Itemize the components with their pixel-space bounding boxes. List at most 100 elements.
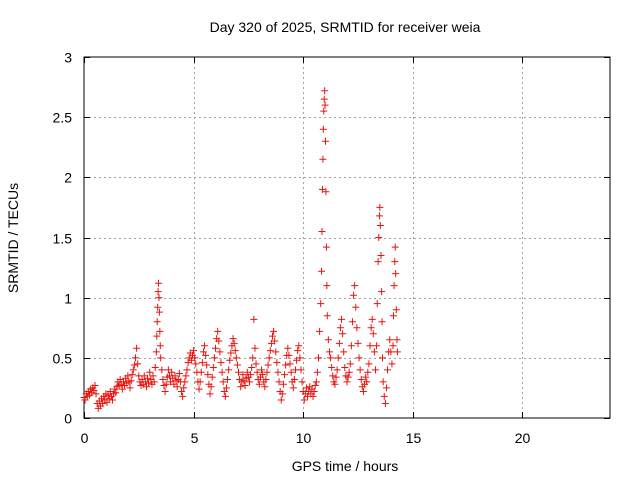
data-point — [375, 234, 383, 241]
data-point — [391, 243, 399, 251]
data-point — [214, 327, 222, 335]
data-point — [258, 366, 266, 374]
plot-frame — [83, 56, 611, 419]
data-point — [155, 279, 163, 287]
data-point — [313, 368, 321, 376]
data-point — [324, 336, 332, 344]
data-point — [142, 383, 150, 391]
data-point — [390, 282, 398, 290]
data-point — [381, 400, 389, 408]
data-point — [134, 360, 142, 368]
data-point — [133, 344, 141, 352]
data-point — [202, 351, 210, 359]
data-point — [362, 373, 370, 381]
y-tick-label: 2.5 — [53, 110, 73, 126]
data-point — [247, 371, 255, 379]
data-point — [300, 396, 308, 404]
data-point — [201, 342, 209, 350]
data-point — [196, 378, 204, 386]
chart-title: Day 320 of 2025, SRMTID for receiver wei… — [210, 19, 481, 35]
data-point — [151, 363, 159, 371]
data-point — [341, 363, 349, 371]
data-point — [320, 107, 328, 115]
data-point — [339, 330, 347, 338]
data-point — [156, 342, 164, 350]
data-point — [392, 270, 400, 278]
data-point — [346, 360, 354, 368]
data-point — [208, 373, 216, 381]
data-point — [309, 392, 317, 400]
data-point — [354, 339, 362, 347]
data-point — [229, 335, 237, 343]
data-point — [323, 312, 331, 320]
data-point — [379, 378, 387, 386]
data-point — [322, 137, 330, 145]
y-tick-label: 1 — [64, 291, 72, 307]
data-point — [318, 267, 326, 275]
data-point — [317, 300, 325, 308]
data-point — [222, 384, 230, 392]
data-point — [153, 332, 161, 340]
data-point — [245, 378, 253, 386]
data-point — [340, 348, 348, 356]
x-tick-label: 15 — [406, 430, 422, 446]
data-point — [225, 366, 233, 374]
data-point — [204, 371, 212, 379]
data-point — [144, 374, 152, 382]
data-point — [391, 258, 399, 266]
data-point — [263, 368, 271, 376]
data-point — [253, 368, 261, 376]
data-point — [379, 354, 387, 362]
data-point — [99, 400, 107, 408]
data-point — [387, 348, 395, 356]
data-point — [334, 354, 342, 362]
data-point — [149, 372, 157, 380]
data-point — [90, 386, 98, 394]
data-point — [130, 361, 138, 369]
data-point — [392, 306, 400, 314]
data-point — [271, 337, 279, 345]
data-point — [217, 359, 225, 367]
data-point — [366, 342, 374, 350]
data-point — [261, 383, 269, 391]
data-point — [290, 375, 298, 383]
data-point — [294, 347, 302, 355]
data-point — [259, 371, 267, 379]
data-point — [302, 384, 310, 392]
data-point — [155, 294, 163, 302]
data-point — [183, 366, 191, 374]
x-tick-label: 10 — [296, 430, 312, 446]
data-point — [152, 348, 160, 356]
data-point — [197, 368, 205, 376]
data-point — [226, 356, 234, 364]
data-point — [233, 361, 241, 369]
data-point — [239, 371, 247, 379]
x-axis-label: GPS time / hours — [292, 458, 399, 474]
y-tick-label: 2 — [64, 170, 72, 186]
data-point — [126, 384, 134, 392]
data-point — [355, 354, 363, 362]
data-point — [227, 349, 235, 357]
data-point — [279, 380, 287, 388]
data-point — [155, 308, 163, 316]
data-point — [345, 368, 353, 376]
data-point — [352, 303, 360, 311]
data-point — [351, 282, 359, 290]
data-point — [315, 354, 323, 362]
data-point — [285, 351, 293, 359]
data-point — [168, 368, 176, 376]
data-point — [310, 388, 318, 396]
x-tick-label: 20 — [515, 430, 531, 446]
data-point — [108, 396, 116, 404]
data-point — [81, 396, 89, 404]
data-point — [178, 388, 186, 396]
data-point — [212, 344, 219, 352]
data-point — [296, 354, 304, 362]
data-point — [316, 327, 324, 335]
data-point — [278, 390, 286, 398]
data-point — [343, 378, 351, 386]
data-point — [103, 398, 111, 406]
data-point — [336, 324, 344, 332]
data-point — [377, 252, 385, 260]
data-point — [369, 330, 377, 338]
